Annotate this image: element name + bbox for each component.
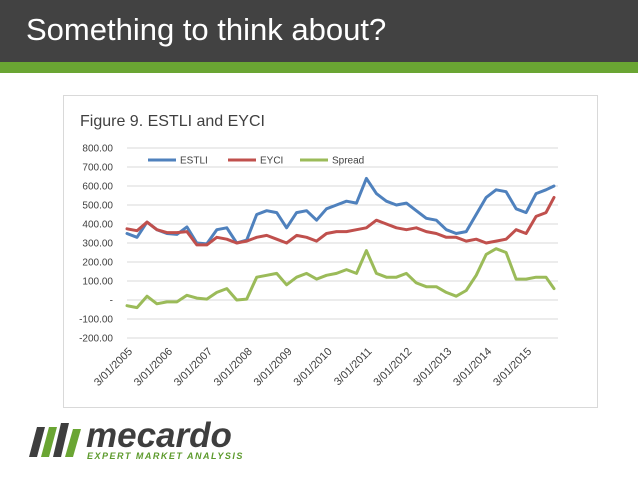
y-tick-label: 300.00 (82, 239, 113, 250)
y-tick-label: 700.00 (82, 163, 113, 174)
slide-title: Something to think about? (26, 12, 387, 47)
y-tick-label: 500.00 (82, 201, 113, 212)
x-tick-label: 3/01/2006 (132, 346, 175, 389)
brand-tagline: EXPERT MARKET ANALYSIS (87, 451, 244, 461)
y-tick-label: 200.00 (82, 258, 113, 269)
x-tick-label: 3/01/2010 (292, 346, 335, 389)
x-tick-label: 3/01/2012 (371, 346, 414, 389)
chart-frame (63, 95, 598, 408)
y-tick-label: 400.00 (82, 220, 113, 231)
y-tick-label: -100.00 (79, 315, 113, 326)
x-tick-label: 3/01/2008 (212, 346, 255, 389)
chart-title: Figure 9. ESTLI and EYCI (80, 113, 265, 130)
y-tick-label: - (110, 296, 113, 307)
series-line-eyci (125, 195, 556, 247)
y-tick-label: -200.00 (79, 334, 113, 345)
x-tick-label: 3/01/2011 (332, 346, 375, 389)
x-tick-label: 3/01/2005 (92, 346, 135, 389)
mecardo-logo-icon (29, 423, 81, 457)
y-tick-label: 100.00 (82, 277, 113, 288)
x-tick-label: 3/01/2007 (172, 346, 215, 389)
legend-label-estli: ESTLI (180, 156, 208, 167)
accent-bar (0, 62, 638, 73)
x-tick-label: 3/01/2013 (411, 346, 454, 389)
series-line-spread (125, 247, 556, 310)
y-tick-label: 600.00 (82, 182, 113, 193)
legend-label-eyci: EYCI (260, 156, 283, 167)
y-tick-label: 800.00 (82, 144, 113, 155)
series-line-estli (125, 176, 556, 246)
x-tick-label: 3/01/2014 (451, 346, 494, 389)
legend-label-spread: Spread (332, 156, 364, 167)
x-tick-label: 3/01/2015 (491, 346, 534, 389)
x-tick-label: 3/01/2009 (252, 346, 295, 389)
brand-name: mecardo (86, 416, 232, 455)
slide-header: Something to think about? (0, 0, 638, 62)
